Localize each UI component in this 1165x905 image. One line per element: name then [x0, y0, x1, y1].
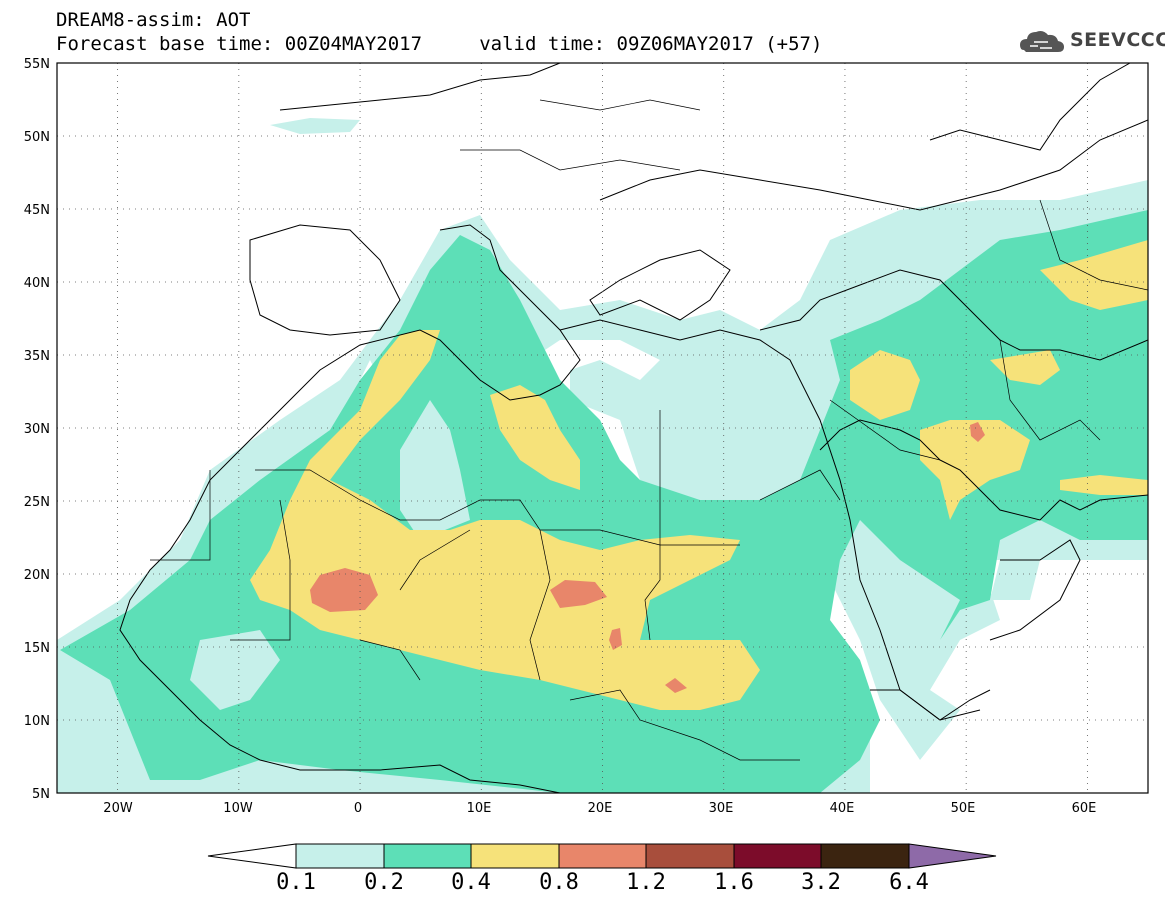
map-frame: [56, 62, 1149, 794]
aot-contour-0.8-e: [970, 422, 985, 442]
y-tick-label: 20N: [24, 568, 50, 583]
colorbar-swatch: [820, 843, 910, 869]
map-title: DREAM8-assim: AOT: [56, 9, 251, 31]
y-tick-label: 10N: [24, 714, 50, 729]
colorbar-swatch: [558, 843, 647, 869]
y-tick-labels: 55N 50N 45N 40N 35N 30N 25N 20N 15N 10N …: [24, 57, 50, 802]
aot-contour-0.4: [250, 330, 760, 710]
map-subtitle: Forecast base time: 00Z04MAY2017 valid t…: [56, 33, 823, 55]
colorbar-swatch: [383, 843, 472, 869]
aot-contour-0.4-b: [490, 385, 580, 490]
aot-contour-0.4-e: [1040, 240, 1148, 310]
aot-contour-0.1-b: [270, 118, 360, 134]
x-tick-label: 20W: [103, 801, 133, 816]
aot-contour-0.8: [310, 568, 378, 612]
x-tick-label: 20E: [588, 801, 613, 816]
y-tick-label: 40N: [24, 276, 50, 291]
colorbar-swatch: [470, 843, 560, 869]
x-tick-labels: 20W 10W 0 10E 20E 30E 40E 50E 60E: [103, 801, 1096, 816]
x-tick-label: 0: [354, 801, 362, 816]
y-tick-label: 55N: [24, 57, 50, 72]
colorbar-upper-arrow: [908, 843, 997, 869]
y-tick-label: 50N: [24, 130, 50, 145]
aot-hole-3: [990, 560, 1040, 600]
aot-field: [57, 118, 1148, 793]
aot-contour-0.4-f: [1060, 475, 1148, 495]
aot-hole-2: [190, 630, 280, 710]
aot-contour-0.4-g: [990, 350, 1060, 385]
y-tick-label: 30N: [24, 422, 50, 437]
x-tick-label: 30E: [709, 801, 734, 816]
colorbar: [207, 843, 997, 869]
colorbar-label: 6.4: [889, 870, 929, 895]
y-tick-label: 35N: [24, 349, 50, 364]
colorbar-label: 0.1: [276, 870, 316, 895]
aot-hole-1: [400, 400, 470, 540]
x-tick-label: 50E: [951, 801, 976, 816]
colorbar-label: 3.2: [801, 870, 841, 895]
y-tick-label: 5N: [32, 787, 50, 802]
colorbar-label: 0.8: [539, 870, 579, 895]
y-tick-label: 15N: [24, 641, 50, 656]
colorbar-label: 0.4: [451, 870, 491, 895]
y-tick-label: 25N: [24, 495, 50, 510]
x-tick-label: 10W: [223, 801, 253, 816]
colorbar-swatch: [645, 843, 735, 869]
aot-contour-0.8-b: [550, 580, 607, 608]
colorbar-lower-arrow: [207, 843, 297, 869]
colorbar-label: 1.2: [626, 870, 666, 895]
aot-contour-0.4-c: [850, 350, 920, 420]
colorbar-swatch: [295, 843, 385, 869]
x-tick-label: 60E: [1072, 801, 1097, 816]
aot-contour-0.8-d: [665, 678, 687, 693]
x-tick-label: 40E: [830, 801, 855, 816]
colorbar-swatch: [733, 843, 822, 869]
y-tick-label: 45N: [24, 203, 50, 218]
colorbar-label: 1.6: [714, 870, 754, 895]
colorbar-label: 0.2: [364, 870, 404, 895]
logo-text: SEEVCCC: [1070, 29, 1165, 51]
aot-contour-0.8-c: [609, 628, 622, 650]
country-borders: [150, 99, 1148, 761]
cloud-icon: [1020, 31, 1064, 52]
coastlines: [119, 63, 1148, 793]
aot-contour-0.4-d: [920, 420, 1030, 520]
x-tick-label: 10E: [467, 801, 492, 816]
